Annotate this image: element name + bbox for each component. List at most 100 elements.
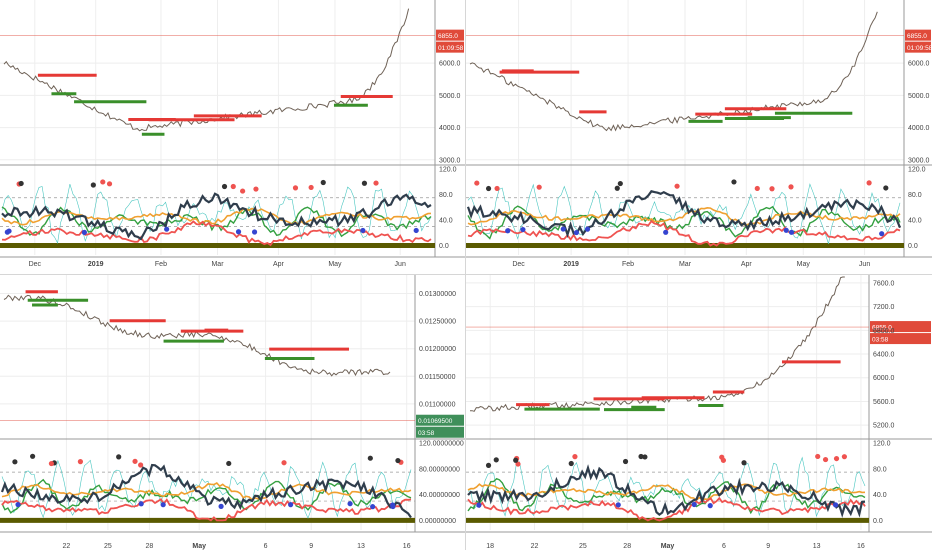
overbought-dot [485,185,492,192]
overbought-dot [221,183,228,190]
time-tick-label: 22 [531,543,539,550]
overbought-dot [572,454,578,460]
time-tick-label: Dec [512,261,525,268]
indicator-tick-label: 80.0 [873,466,887,473]
overbought-dot [642,454,648,460]
overbought-dot [883,185,889,191]
price-series-line [3,294,391,377]
teal-oscillator-line [1,459,412,519]
indicator-tick-label: 120.0 [873,441,891,448]
last-price-tag-text: 6855.0 [872,325,892,332]
price-tick-label: 7600.0 [873,280,895,287]
price-series-line [3,8,410,132]
red-oscillator-line [1,220,432,247]
dark-oscillator-line [0,463,412,519]
orange-oscillator-line [1,481,412,501]
oversold-dot [788,229,795,235]
oversold-dot [288,502,294,508]
price-tick-label: 0.01300000 [419,291,456,298]
last-price-tag-text: 6855.0 [438,33,458,40]
oversold-dot [360,227,366,234]
overbought-dot [138,462,144,468]
overbought-dot [106,181,113,187]
oversold-dot [6,228,12,234]
overbought-dot [866,180,872,186]
overbought-dot [77,459,84,465]
time-tick-label: Apr [741,261,753,268]
indicator-tick-label: 0.00000000 [419,518,456,525]
overbought-dot [719,454,725,460]
time-tick-label: 13 [357,543,365,550]
overbought-dot [373,180,379,186]
oversold-dot [251,229,258,235]
oversold-dot [235,229,242,235]
indicator-tick-label: 120.00000000 [419,441,464,448]
oversold-dot [615,502,621,508]
price-series-line [469,11,878,132]
green-oscillator-line [467,477,866,515]
oversold-dot [347,501,353,507]
overbought-dot [90,182,96,188]
chart-svg-top-left: 6855.0 01:09:58 3000.0 4000.0 5000.0 6000.0 0.… [0,0,465,268]
time-tick-label: Jun [859,261,870,268]
indicator-tick-label: 120.0 [908,167,926,174]
overbought-dot [18,180,24,187]
oversold-dot [505,228,511,234]
orange-oscillator-line [1,207,432,226]
overbought-dot [320,179,326,186]
time-tick-label: 28 [623,543,631,550]
overbought-dot [116,454,122,460]
teal-oscillator-line [467,183,901,244]
overbought-dot [361,180,368,186]
chart-panel-bottom-right[interactable]: 6855.0 03:58 5200.0 5600.0 6000.0 6400.0 6800.… [466,275,932,550]
chart-panel-bottom-left[interactable]: 0.01069500 03:58 0.01100000 0.01150000 0.012… [0,275,465,550]
indicator-tick-label: 120.0 [439,167,457,174]
timer-tag [436,41,464,53]
time-tick-label: Dec [29,261,42,268]
overbought-dot [226,460,232,467]
timer-tag-text: 03:58 [418,430,435,437]
overbought-dot [292,185,299,191]
time-tick-label: 18 [486,543,494,550]
indicator-tick-label: 80.0 [439,192,453,199]
dark-oscillator-line [1,192,432,241]
price-tick-label: 7200.0 [873,304,895,311]
overbought-dot [30,453,36,459]
overbought-dot [622,458,629,465]
price-tick-label: 6000.0 [873,375,895,382]
oversold-dot [138,501,144,507]
teal-oscillator-line [1,184,432,244]
indicator-tick-label: 40.0 [908,218,922,225]
price-tick-label: 0.01100000 [419,401,456,408]
horizontal-divider [0,274,932,275]
price-tick-label: 6800.0 [873,328,895,335]
time-tick-label: 25 [579,543,587,550]
overbought-dot [617,180,623,187]
indicator-tick-label: 80.0 [908,192,922,199]
oversold-dot [218,503,224,509]
overbought-dot [731,179,737,185]
overbought-dot [769,186,775,192]
overbought-dot [815,453,821,460]
oversold-dot [584,226,591,232]
last-price-tag [436,29,464,41]
overbought-dot [308,184,314,191]
overbought-dot [833,455,840,462]
time-tick-label: 2019 [88,261,104,268]
price-tick-label: 0.01150000 [419,374,456,381]
overbought-dot [281,460,287,466]
price-tick-label: 5600.0 [873,399,895,406]
oversold-dot [691,501,697,508]
time-tick-label: May [328,261,342,268]
time-tick-label: 28 [146,543,154,550]
overbought-dot [822,456,829,463]
overbought-dot [536,184,542,190]
chart-panel-top-right[interactable]: 6855.0 01:09:58 3000.0 4000.0 5000.0 6000.0 0.… [466,0,932,274]
oversold-dot [476,502,482,508]
orange-oscillator-line [467,206,901,226]
chart-panel-top-left[interactable]: 6855.0 01:09:58 3000.0 4000.0 5000.0 6000.0 0.… [0,0,465,274]
indicator-tick-label: 40.00000000 [419,492,460,499]
oversold-dot [879,231,885,237]
chart-svg-top-right: 6855.0 01:09:58 3000.0 4000.0 5000.0 6000.0 0.… [466,0,932,268]
timer-tag [905,41,931,53]
